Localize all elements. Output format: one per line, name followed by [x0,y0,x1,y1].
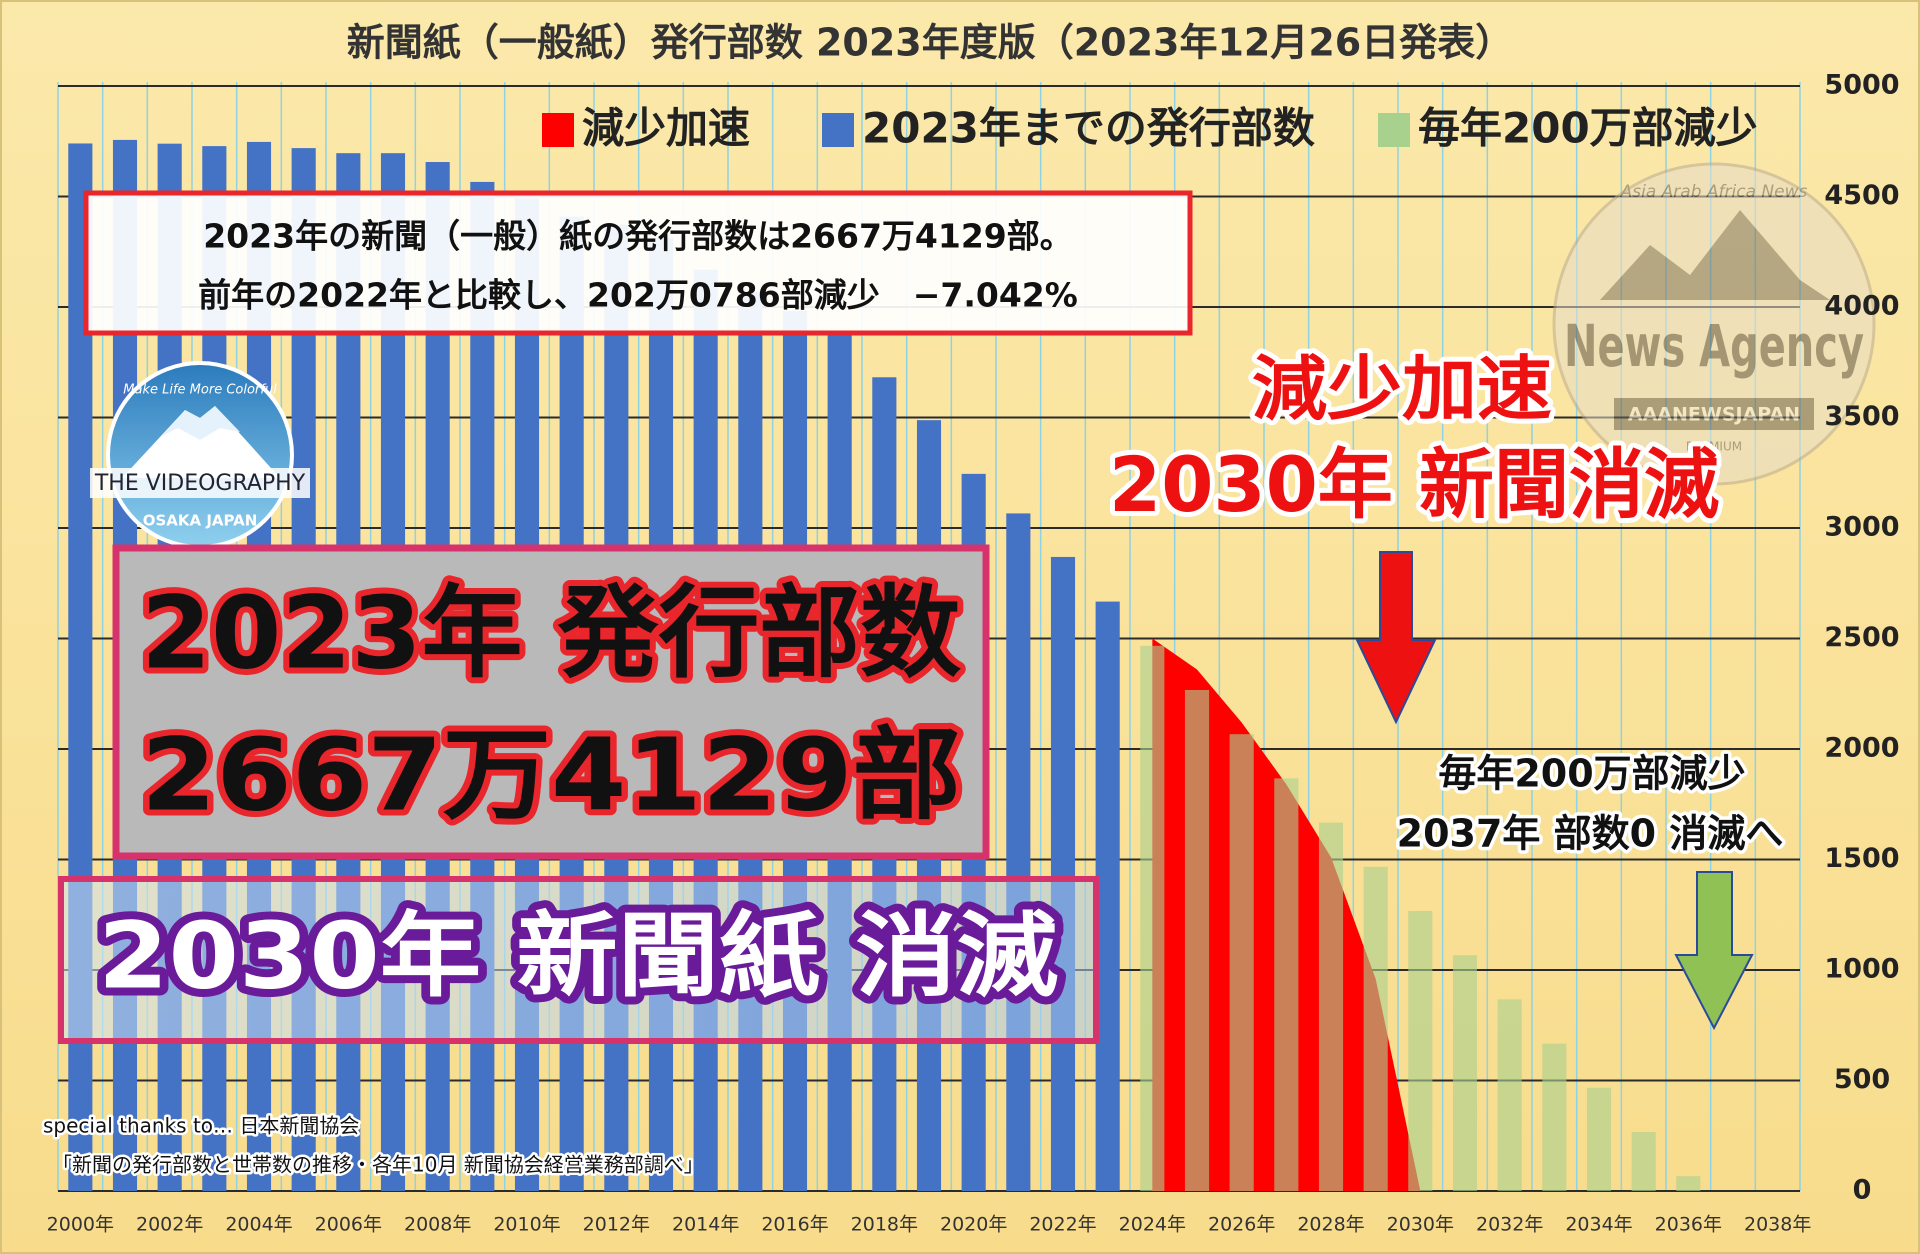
logo-snow [162,406,240,440]
logo-text: PREMIUM [1686,440,1742,454]
x-tick-label: 2008年 [404,1214,471,1236]
headline-line: 2667万4129部 [141,716,961,833]
green-callout: 2037年 部数0 消滅へ [1397,812,1784,856]
green-arrow [1674,871,1754,1031]
legend: 減少加速 2023年までの発行部数 毎年200万部減少 [542,104,1758,153]
bar [1095,601,1120,1191]
logo-text: Asia Arab Africa News [1620,182,1808,202]
summary-box [83,190,1193,336]
logo-band [1614,398,1814,430]
green-callout: 毎年200万部減少 [1438,752,1745,796]
bar [1318,822,1344,1191]
x-tick-label: 2038年 [1744,1214,1811,1236]
x-tick-label: 2010年 [493,1214,560,1236]
headline-box [112,544,990,860]
red-arrow [1355,551,1437,725]
summary-line: 前年の2022年と比較し、202万0786部減少 −7.042% [198,276,1078,315]
bar [1140,645,1165,1191]
logo-band [90,468,310,498]
logo-mountain [1600,210,1830,300]
bar [1452,955,1478,1191]
y-tick-label: 2000 [1824,733,1899,764]
logo-text: OSAKA JAPAN [143,512,258,530]
x-tick-label: 2012年 [583,1214,650,1236]
bar [1408,910,1433,1191]
x-tick-label: 2004年 [225,1214,292,1236]
y-tick-label: 3000 [1824,512,1899,543]
headline-line: 2023年 発行部数 [141,574,961,691]
legend-label: 毎年200万部減少 [1418,104,1758,153]
chart-title: 新聞紙（一般紙）発行部数 2023年度版（2023年12月26日発表） [347,21,1514,65]
logo-text: Make Life More Colorful [123,383,277,398]
x-tick-label: 2006年 [315,1214,382,1236]
bar [1006,513,1031,1191]
y-tick-label: 3500 [1824,401,1899,432]
credit-line: 「新聞の発行部数と世帯数の推移・各年10月 新聞協会経営業務部調べ」 [52,1153,704,1177]
x-tick-label: 2022年 [1029,1214,1096,1236]
banner-box [58,876,1099,1044]
news-agency-logo: Asia Arab Africa News News Agency AAANEW… [1552,162,1876,486]
x-tick-label: 2018年 [851,1214,918,1236]
y-tick-label: 4000 [1824,291,1899,322]
x-tick-label: 2026年 [1208,1214,1275,1236]
bar [1184,689,1210,1191]
bar [1363,866,1388,1191]
y-tick-label: 2500 [1824,622,1899,653]
banner-text: 2030年 新聞紙 消滅 [98,902,1058,1009]
x-tick-label: 2014年 [672,1214,739,1236]
y-tick-label: 1000 [1824,954,1899,985]
logo-text: AAANEWSJAPAN [1628,404,1800,426]
y-tick-label: 4500 [1824,180,1899,211]
y-tick-label: 5000 [1824,70,1899,101]
legend-swatch [822,113,854,147]
y-tick-label: 0 [1853,1175,1872,1206]
bar [1542,1043,1567,1191]
x-tick-label: 2036年 [1655,1214,1722,1236]
credit-line: special thanks to… 日本新聞協会 [43,1114,359,1138]
x-tick-label: 2032年 [1476,1214,1543,1236]
bar [1586,1087,1612,1191]
x-tick-label: 2034年 [1565,1214,1632,1236]
y-tick-label: 1500 [1824,843,1899,874]
y-tick-label: 500 [1834,1064,1890,1095]
x-tick-label: 2000年 [47,1214,114,1236]
videography-logo: Make Life More Colorful THE VIDEOGRAPHY … [90,361,310,549]
bar [1631,1131,1656,1191]
red-callout: 減少加速 [1252,348,1552,430]
red-callout: 2030年 新聞消滅 [1109,440,1719,529]
legend-label: 減少加速 [582,104,750,153]
x-tick-label: 2002年 [136,1214,203,1236]
logo-text: News Agency [1564,312,1864,380]
bar [1274,778,1299,1191]
x-tick-label: 2028年 [1297,1214,1364,1236]
x-tick-label: 2030年 [1387,1214,1454,1236]
x-tick-label: 2016年 [761,1214,828,1236]
legend-label: 2023年までの発行部数 [862,104,1315,153]
bar [1229,734,1254,1191]
x-tick-label: 2024年 [1119,1214,1186,1236]
logo-mountain [122,406,280,478]
legend-swatch [542,113,574,147]
summary-line: 2023年の新聞（一般）紙の発行部数は2667万4129部。 [203,217,1073,256]
legend-swatch [1378,113,1410,147]
bar [1050,556,1076,1191]
x-tick-label: 2020年 [940,1214,1007,1236]
bar [1676,1176,1701,1191]
bar [1497,999,1522,1191]
logo-text: THE VIDEOGRAPHY [94,471,306,496]
